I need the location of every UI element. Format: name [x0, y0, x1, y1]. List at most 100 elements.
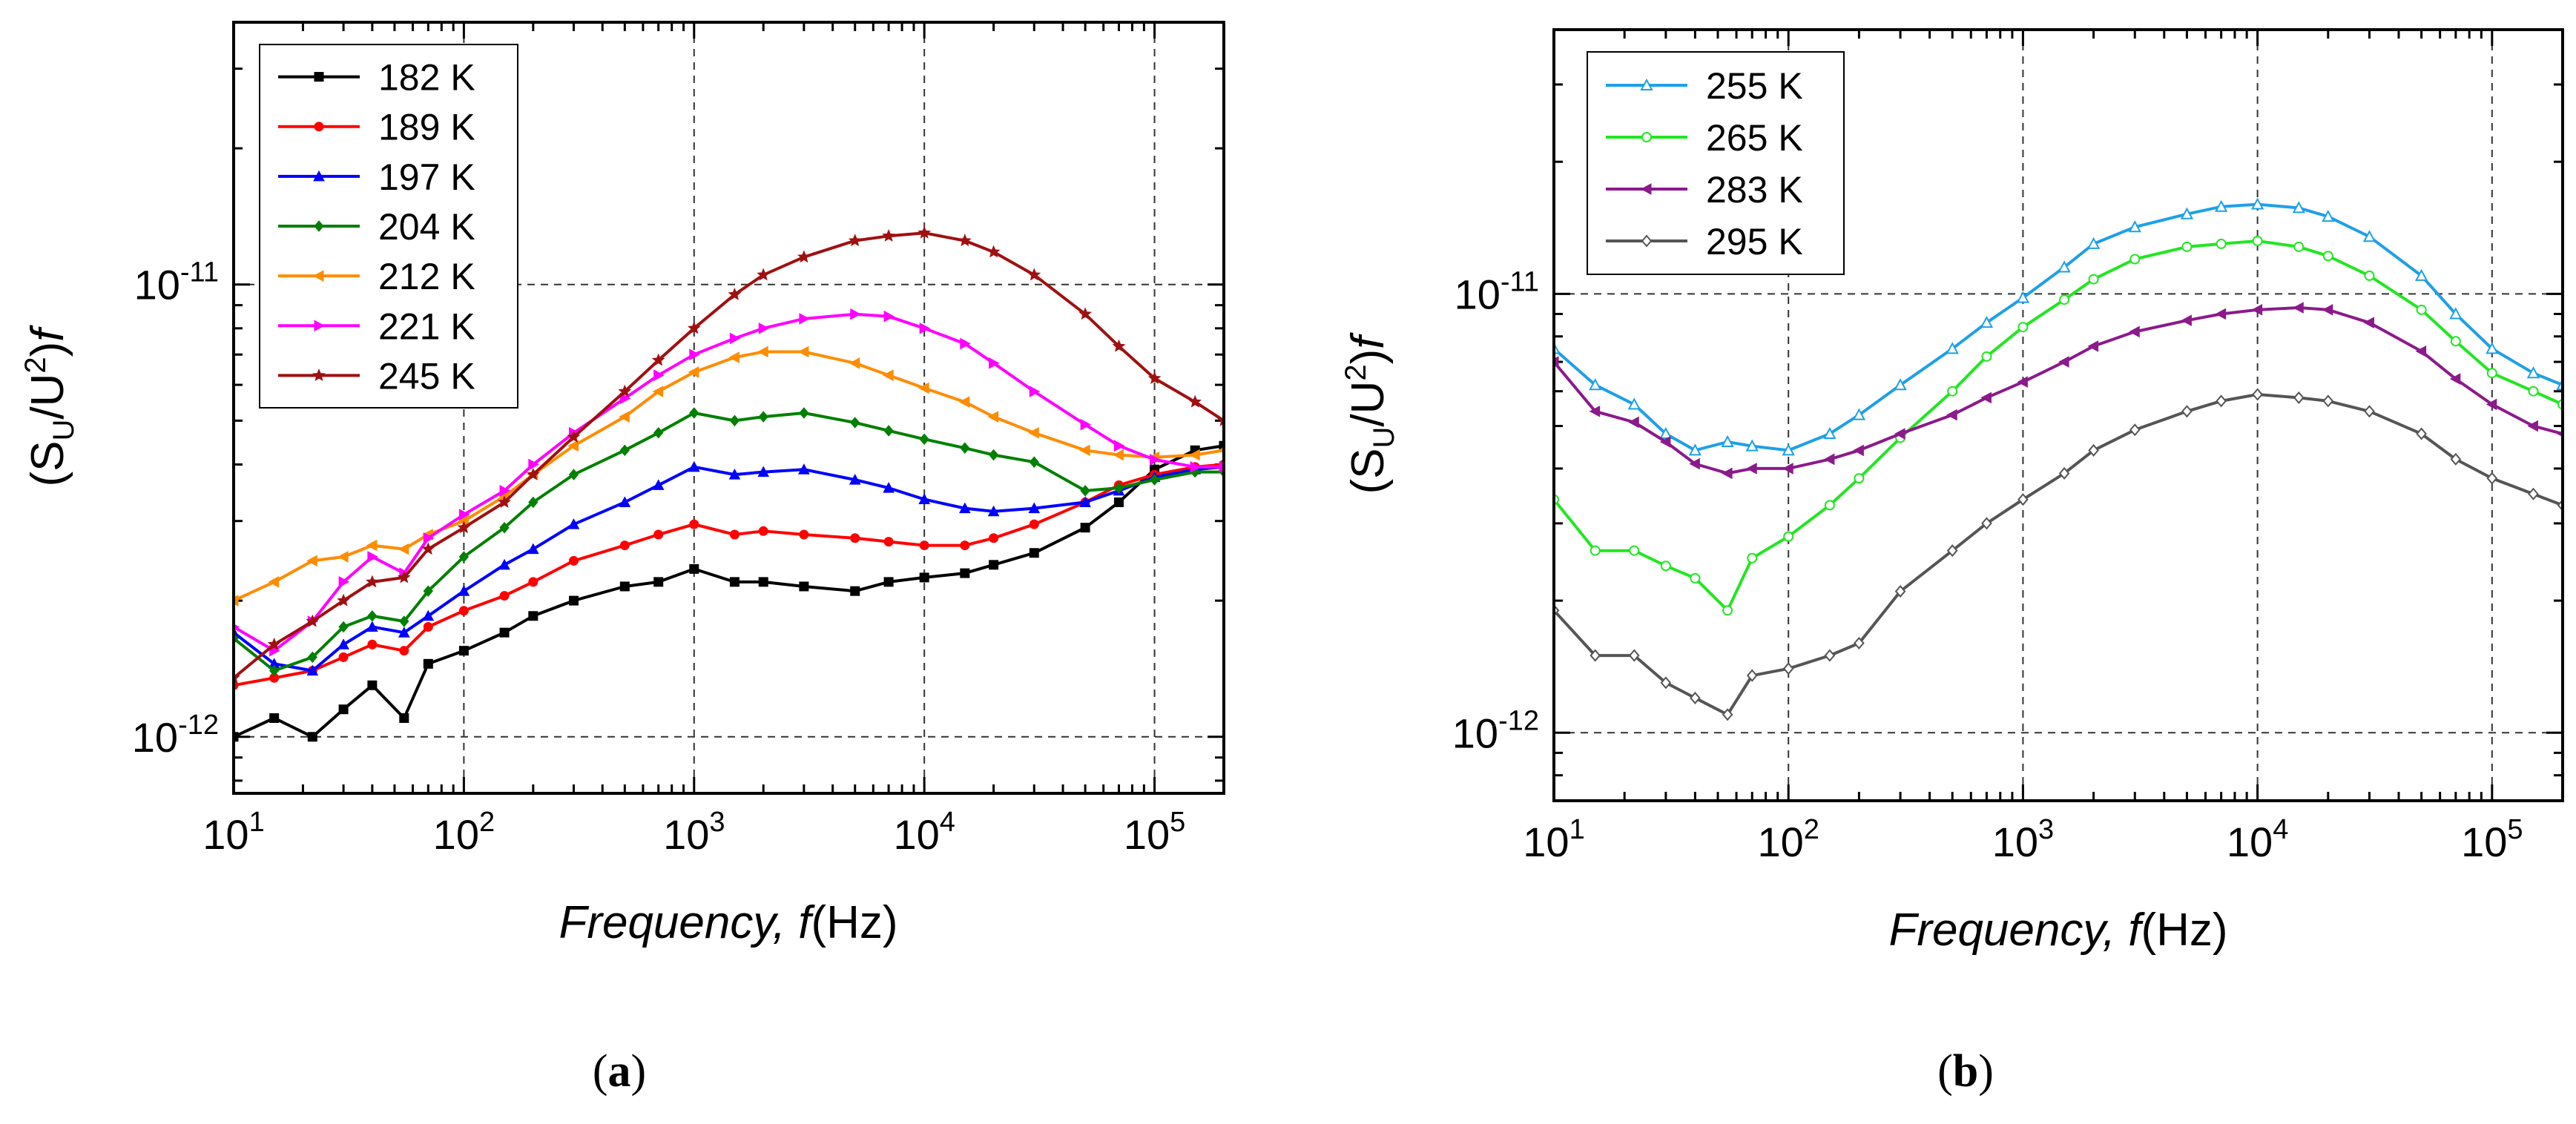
data-point	[2214, 199, 2228, 212]
x-tick-label: 105	[2461, 814, 2523, 865]
legend-item: 265 K	[1606, 117, 1803, 159]
plot-frame	[232, 21, 1225, 795]
data-point	[2322, 251, 2333, 262]
legend-label: 182 K	[378, 57, 475, 99]
data-point	[1080, 523, 1090, 533]
data-point	[2528, 386, 2539, 397]
data-point	[567, 430, 581, 443]
data-point	[399, 646, 409, 656]
data-point	[1746, 463, 1757, 475]
data-point	[849, 474, 861, 485]
data-point	[458, 509, 470, 520]
data-point	[987, 505, 1000, 517]
data-point	[799, 581, 809, 592]
data-point	[1783, 531, 1794, 542]
x-axis-label: Frequency, f(Hz)	[559, 897, 897, 948]
data-point	[2087, 340, 2099, 352]
data-point	[2058, 260, 2071, 273]
data-point	[337, 551, 349, 563]
x-axis-label: Frequency, f(Hz)	[1888, 905, 2227, 956]
legend-label: 221 K	[378, 305, 475, 347]
data-point	[919, 433, 929, 446]
chart-panel-a: 101 102 103 104 105 10-12 10-11 Frequency, f(Hz…	[19, 21, 1225, 1097]
data-point	[2415, 345, 2427, 357]
data-point	[498, 558, 510, 570]
data-point	[757, 268, 771, 281]
data-point	[919, 540, 929, 551]
data-point	[1590, 545, 1601, 556]
data-point	[1149, 474, 1160, 486]
legend-label: 189 K	[378, 107, 475, 148]
data-point	[1627, 397, 1641, 410]
data-point	[2486, 398, 2497, 411]
data-point	[366, 575, 379, 588]
series-line	[234, 231, 1224, 679]
data-point	[918, 493, 931, 504]
data-point	[337, 638, 349, 649]
data-point	[883, 425, 894, 437]
data-point	[799, 529, 809, 540]
data-point	[2129, 254, 2141, 265]
data-point	[2215, 308, 2227, 320]
data-point	[1113, 482, 1124, 494]
data-point	[306, 664, 319, 676]
legend-label: 197 K	[378, 156, 475, 198]
series-255k	[1554, 197, 2563, 456]
data-point	[883, 482, 895, 493]
data-point	[397, 570, 411, 584]
series-line	[234, 411, 1224, 672]
data-point	[1946, 342, 1959, 354]
data-point	[338, 576, 350, 588]
data-point	[850, 586, 860, 596]
data-point	[528, 611, 538, 621]
data-point	[1747, 552, 1758, 563]
data-point	[1147, 371, 1162, 384]
legend-marker	[314, 220, 324, 232]
series-line	[234, 465, 1224, 672]
data-point	[1628, 416, 1639, 429]
data-point	[653, 426, 664, 439]
data-point	[1854, 636, 1865, 650]
data-point	[1853, 444, 1864, 457]
data-point	[687, 321, 701, 334]
data-point	[1782, 463, 1793, 475]
data-point	[2322, 303, 2333, 316]
data-point	[729, 529, 739, 540]
data-point	[1027, 268, 1041, 281]
data-point	[758, 322, 770, 334]
data-point	[2364, 405, 2375, 418]
data-point	[2449, 373, 2461, 385]
data-point	[2059, 294, 2070, 305]
chart-panel-b: 101 102 103 104 105 10-12 10-11 Frequency, f(Hz…	[1340, 28, 2564, 1097]
data-point	[2252, 236, 2263, 247]
data-point	[986, 245, 1001, 258]
data-point	[526, 467, 540, 480]
data-point	[1823, 453, 1835, 466]
data-point	[423, 622, 433, 632]
data-point	[1746, 669, 1758, 682]
data-point	[1113, 449, 1124, 461]
data-point	[1219, 440, 1224, 451]
data-point	[338, 704, 349, 715]
data-point	[799, 313, 810, 325]
data-point	[423, 532, 435, 544]
data-point	[1113, 497, 1124, 507]
data-point	[2180, 207, 2194, 219]
data-point	[2016, 291, 2030, 303]
data-point	[883, 577, 894, 587]
data-point	[960, 540, 970, 551]
x-tick-label: 101	[202, 807, 264, 858]
data-point	[850, 533, 860, 543]
data-point	[528, 496, 538, 509]
legend-label: 255 K	[1706, 65, 1803, 107]
data-point	[1894, 378, 1907, 391]
data-point	[757, 346, 768, 358]
series-line	[1554, 393, 2563, 716]
data-point	[1188, 394, 1202, 408]
data-point	[2129, 423, 2141, 437]
data-point	[1854, 473, 1865, 484]
data-point	[1189, 449, 1200, 461]
data-point	[1823, 426, 1837, 440]
data-point	[758, 526, 768, 536]
data-point	[619, 581, 630, 592]
